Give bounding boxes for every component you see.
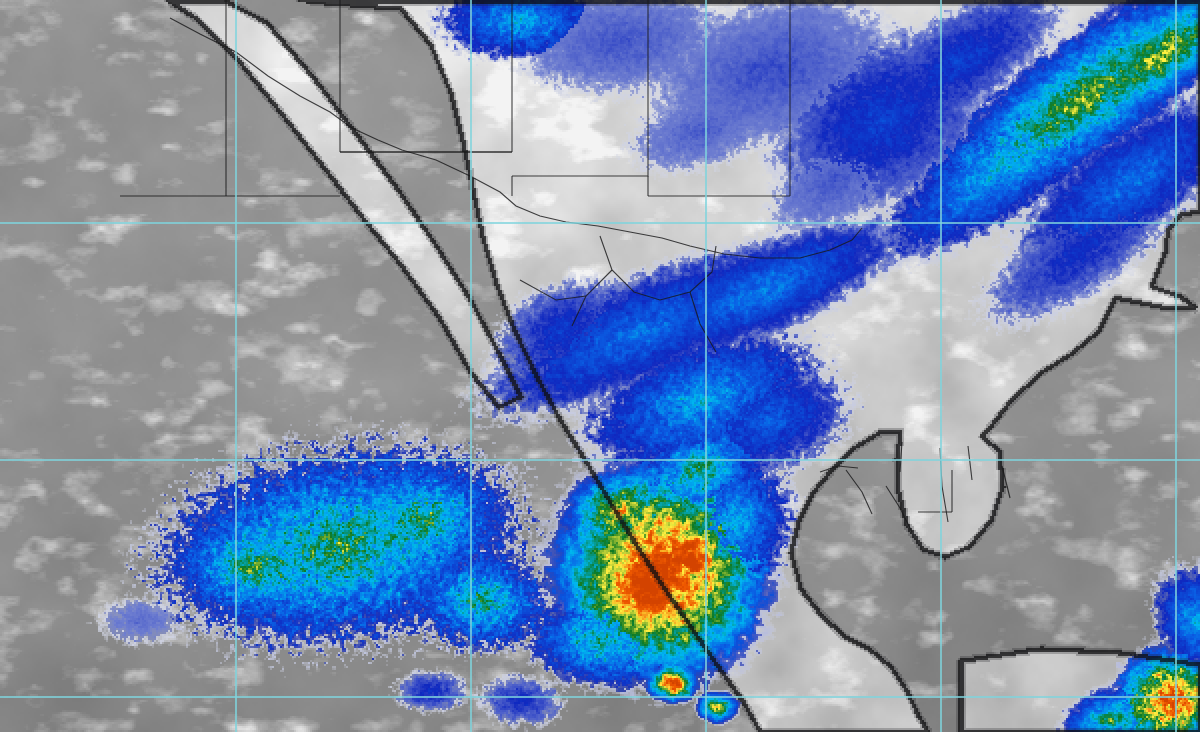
satellite-image-viewport (0, 0, 1200, 732)
political-boundary-overlay (0, 0, 1200, 732)
